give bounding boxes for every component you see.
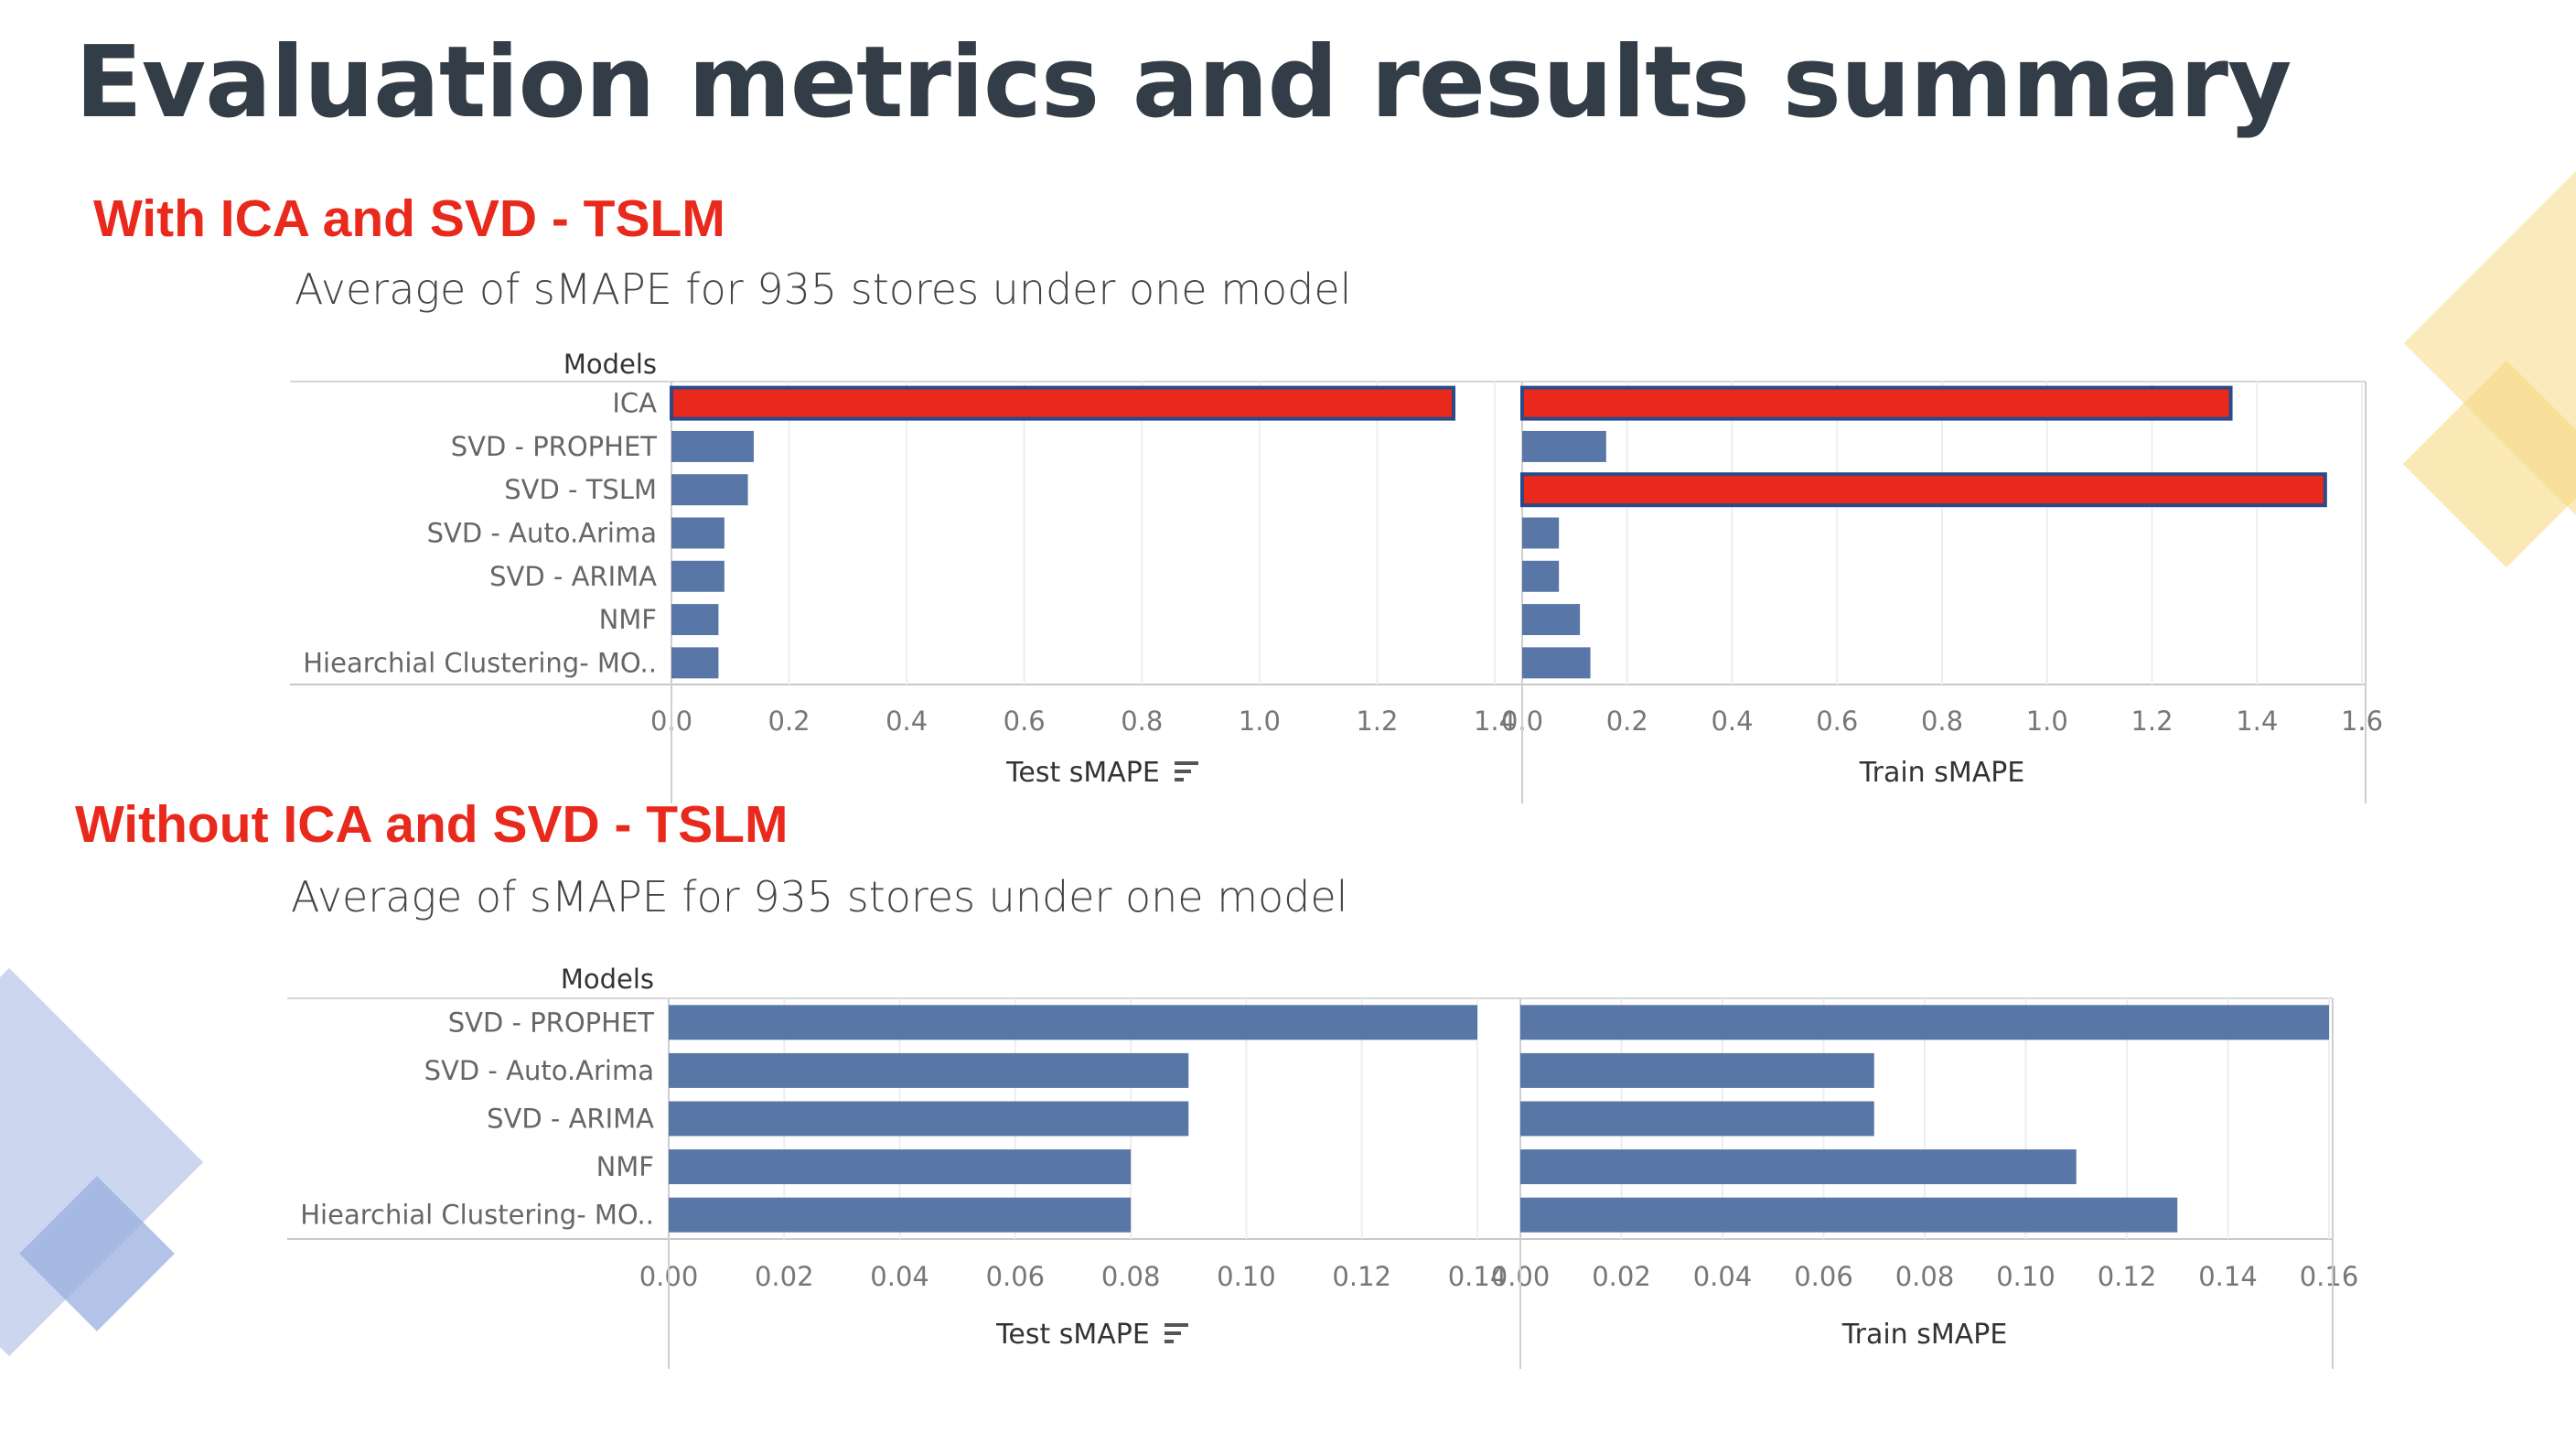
chart1-bar bbox=[671, 604, 719, 636]
chart2-tick-label: 0.10 bbox=[1996, 1261, 2055, 1292]
chart1-tick-label: 1.6 bbox=[2341, 706, 2383, 737]
chart1-bar bbox=[671, 647, 719, 679]
chart1-category-label: SVD - Auto.Arima bbox=[427, 518, 657, 549]
chart1-category-label: NMF bbox=[599, 604, 657, 635]
chart1-bar bbox=[1522, 560, 1560, 592]
chart1-axis-title: Train sMAPE bbox=[1859, 757, 2025, 789]
chart2-tick-label: 0.12 bbox=[1332, 1261, 1391, 1292]
chart2-bar bbox=[1520, 1052, 1874, 1088]
chart2-bar bbox=[1520, 1101, 1874, 1137]
chart2-category-label: SVD - ARIMA bbox=[487, 1104, 654, 1135]
chart2-axis-title: Train sMAPE bbox=[1841, 1319, 2008, 1351]
chart1-category-label: SVD - ARIMA bbox=[489, 561, 657, 592]
chart2-tick-label: 0.08 bbox=[1895, 1261, 1955, 1292]
chart1-tick-label: 1.0 bbox=[1239, 706, 1281, 737]
chart2-tick-label: 0.04 bbox=[870, 1261, 929, 1292]
chart2-bar bbox=[669, 1101, 1189, 1137]
chart1-tick-label: 1.4 bbox=[1474, 706, 1516, 737]
chart1-tick-label: 0.8 bbox=[1921, 706, 1963, 737]
chart2-bar bbox=[1520, 1197, 2178, 1233]
chart1-axis-title: Test sMAPE bbox=[1005, 757, 1160, 789]
chart1-title: Average of sMAPE for 935 stores under on… bbox=[295, 264, 1351, 314]
chart1-bar bbox=[670, 385, 1455, 421]
chart2-category-label: SVD - Auto.Arima bbox=[424, 1055, 654, 1086]
chart1-category-label: SVD - PROPHET bbox=[451, 431, 658, 462]
chart2-tick-label: 0.06 bbox=[1794, 1261, 1853, 1292]
chart1-bar bbox=[671, 517, 724, 549]
section-heading-with: With ICA and SVD - TSLM bbox=[93, 189, 725, 248]
chart2-tick-label: 0.08 bbox=[1101, 1261, 1161, 1292]
chart-with-ica-svd: Average of sMAPE for 935 stores under on… bbox=[290, 264, 2383, 803]
chart1-bar bbox=[671, 430, 754, 462]
chart2-bar bbox=[1520, 1005, 2329, 1040]
chart2-tick-label: 0.10 bbox=[1217, 1261, 1276, 1292]
slide-title: Evaluation metrics and results summary bbox=[75, 26, 2292, 140]
chart2-category-label: Hiearchial Clustering- MO.. bbox=[300, 1200, 654, 1231]
chart2-tick-label: 0.02 bbox=[1592, 1261, 1651, 1292]
section-heading-without: Without ICA and SVD - TSLM bbox=[75, 795, 789, 854]
chart2-tick-label: 0.14 bbox=[1448, 1261, 1508, 1292]
chart2-tick-label: 0.04 bbox=[1693, 1261, 1753, 1292]
chart1-category-label: ICA bbox=[612, 388, 657, 419]
chart1-bar bbox=[1522, 604, 1581, 636]
chart1-bar bbox=[671, 474, 748, 506]
chart2-bar bbox=[669, 1149, 1132, 1185]
chart2-tick-label: 0.02 bbox=[755, 1261, 814, 1292]
chart1-tick-label: 1.4 bbox=[2236, 706, 2278, 737]
chart2-category-label: NMF bbox=[596, 1151, 654, 1182]
chart1-tick-label: 1.2 bbox=[2131, 706, 2173, 737]
chart1-bar bbox=[1520, 472, 2327, 508]
chart1-tick-label: 0.2 bbox=[1606, 706, 1648, 737]
chart2-tick-label: 0.16 bbox=[2300, 1261, 2359, 1292]
chart2-title: Average of sMAPE for 935 stores under on… bbox=[291, 872, 1347, 921]
chart1-bar bbox=[1522, 647, 1591, 679]
chart1-category-label: SVD - TSLM bbox=[504, 474, 657, 505]
chart1-tick-label: 0.4 bbox=[886, 706, 928, 737]
chart2-bar bbox=[669, 1197, 1132, 1233]
chart1-bar bbox=[1522, 517, 1560, 549]
chart2-tick-label: 0.12 bbox=[2098, 1261, 2157, 1292]
chart2-tick-label: 0.14 bbox=[2198, 1261, 2258, 1292]
chart1-category-label: Hiearchial Clustering- MO.. bbox=[303, 647, 657, 678]
sort-icon[interactable] bbox=[1165, 1323, 1188, 1343]
chart1-tick-label: 1.2 bbox=[1356, 706, 1398, 737]
chart1-bar bbox=[1520, 385, 2233, 421]
chart2-tick-label: 0.06 bbox=[986, 1261, 1046, 1292]
chart1-tick-label: 0.2 bbox=[768, 706, 810, 737]
chart1-tick-label: 1.0 bbox=[2026, 706, 2068, 737]
chart2-axis-title: Test sMAPE bbox=[995, 1319, 1150, 1351]
chart1-tick-label: 0.6 bbox=[1004, 706, 1046, 737]
chart1-bar bbox=[671, 560, 724, 592]
chart2-bar bbox=[669, 1005, 1477, 1040]
chart2-bar bbox=[1520, 1149, 2077, 1185]
chart1-bar bbox=[1522, 430, 1606, 462]
chart2-row-header: Models bbox=[561, 964, 654, 995]
sort-icon[interactable] bbox=[1175, 761, 1198, 781]
chart1-tick-label: 0.8 bbox=[1121, 706, 1163, 737]
chart2-category-label: SVD - PROPHET bbox=[448, 1007, 655, 1038]
chart1-row-header: Models bbox=[564, 349, 657, 380]
chart2-bar bbox=[669, 1052, 1189, 1088]
chart1-tick-label: 0.4 bbox=[1711, 706, 1753, 737]
chart1-tick-label: 0.6 bbox=[1816, 706, 1858, 737]
